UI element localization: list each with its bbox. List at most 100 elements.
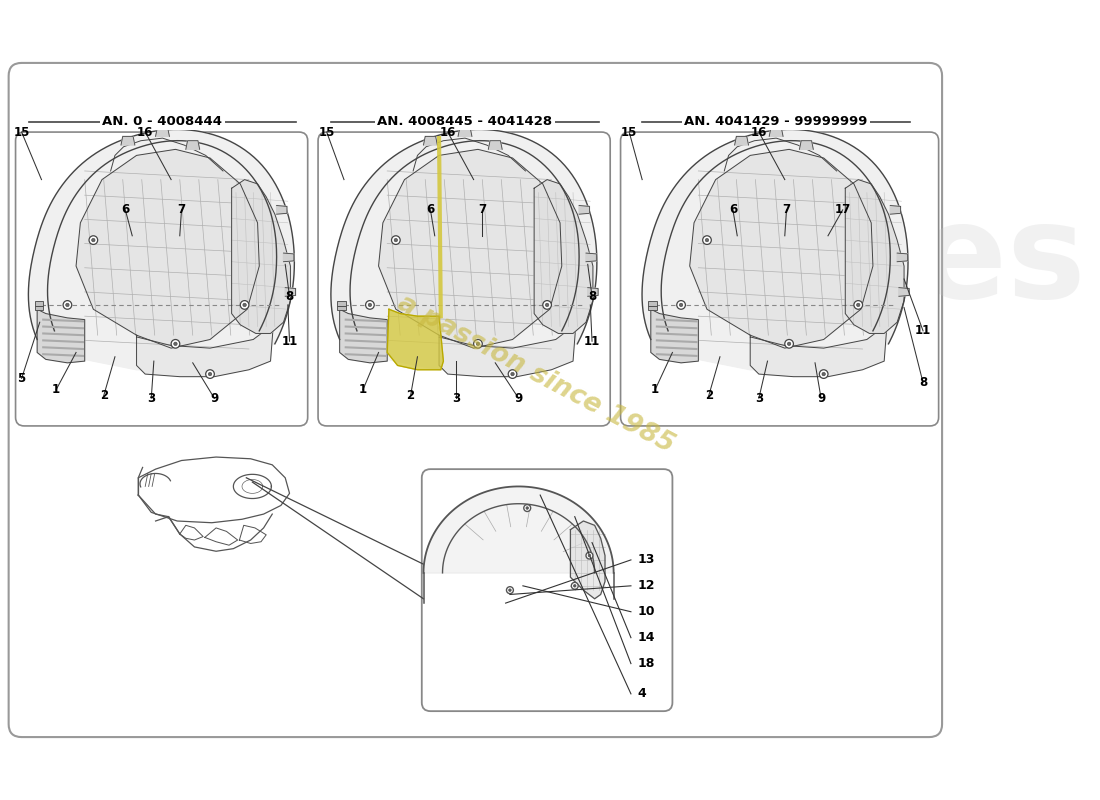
Text: 6: 6: [729, 203, 737, 216]
Circle shape: [91, 238, 95, 242]
Polygon shape: [76, 150, 260, 348]
Text: 9: 9: [210, 392, 219, 405]
Text: es: es: [760, 258, 928, 386]
Polygon shape: [387, 310, 443, 370]
Circle shape: [206, 370, 214, 378]
Polygon shape: [690, 150, 873, 348]
Circle shape: [474, 339, 482, 348]
Polygon shape: [424, 486, 614, 573]
Text: 11: 11: [915, 324, 932, 338]
Text: 1: 1: [359, 383, 367, 396]
Text: 16: 16: [750, 126, 767, 138]
Polygon shape: [155, 128, 169, 136]
Text: AN. 0 - 4008444: AN. 0 - 4008444: [102, 115, 222, 128]
Polygon shape: [800, 141, 813, 150]
Polygon shape: [642, 130, 908, 370]
Polygon shape: [586, 253, 596, 262]
Polygon shape: [136, 305, 275, 377]
Polygon shape: [331, 130, 597, 370]
Text: 16: 16: [440, 126, 455, 138]
Polygon shape: [439, 305, 578, 377]
Circle shape: [365, 301, 374, 310]
Text: 14: 14: [638, 631, 656, 644]
FancyBboxPatch shape: [421, 469, 672, 711]
Circle shape: [788, 342, 791, 346]
Text: 12: 12: [638, 579, 656, 592]
Polygon shape: [37, 310, 85, 363]
Text: 3: 3: [755, 392, 763, 405]
Circle shape: [66, 303, 69, 306]
Text: 13: 13: [638, 554, 656, 566]
Circle shape: [588, 554, 591, 557]
Circle shape: [542, 301, 551, 310]
Polygon shape: [378, 150, 562, 348]
Text: 15: 15: [13, 126, 30, 138]
Circle shape: [394, 238, 397, 242]
Bar: [337, 306, 345, 310]
Text: 15: 15: [621, 126, 637, 138]
Polygon shape: [651, 310, 698, 363]
Text: 15: 15: [319, 126, 334, 138]
Circle shape: [822, 372, 825, 376]
Text: fres: fres: [795, 198, 1086, 326]
Text: 16: 16: [138, 126, 153, 138]
Polygon shape: [899, 288, 910, 296]
Polygon shape: [284, 253, 294, 262]
Circle shape: [174, 342, 177, 346]
Circle shape: [586, 552, 593, 559]
Polygon shape: [587, 288, 598, 296]
Text: 7: 7: [177, 203, 186, 216]
Text: 11: 11: [282, 334, 298, 348]
Circle shape: [705, 238, 708, 242]
Circle shape: [476, 342, 480, 346]
Circle shape: [526, 506, 528, 510]
Text: 9: 9: [515, 392, 522, 405]
Bar: [337, 302, 345, 306]
Circle shape: [508, 589, 512, 591]
Circle shape: [524, 505, 530, 511]
Circle shape: [172, 339, 179, 348]
Text: 3: 3: [452, 392, 461, 405]
Bar: [648, 302, 657, 306]
Circle shape: [63, 301, 72, 310]
Circle shape: [510, 372, 515, 376]
Text: 1: 1: [52, 383, 60, 396]
Polygon shape: [121, 136, 135, 145]
Polygon shape: [845, 180, 904, 334]
Text: 2: 2: [407, 389, 415, 402]
Text: 6: 6: [427, 203, 434, 216]
Polygon shape: [285, 288, 296, 296]
Text: 17: 17: [835, 203, 850, 216]
Polygon shape: [276, 206, 287, 214]
Polygon shape: [890, 206, 901, 214]
Text: a passion since 1985: a passion since 1985: [393, 290, 679, 458]
Polygon shape: [458, 128, 472, 136]
Circle shape: [573, 585, 576, 587]
Text: 6: 6: [121, 203, 130, 216]
Circle shape: [857, 303, 860, 306]
Text: 5: 5: [18, 372, 25, 385]
Polygon shape: [29, 130, 295, 370]
Text: 9: 9: [817, 392, 825, 405]
Circle shape: [546, 303, 549, 306]
Polygon shape: [186, 141, 200, 150]
Text: 4: 4: [638, 687, 647, 700]
Text: 7: 7: [782, 203, 791, 216]
Text: AN. 4008445 - 4041428: AN. 4008445 - 4041428: [377, 115, 552, 128]
Bar: [34, 306, 43, 310]
Circle shape: [508, 370, 517, 378]
Circle shape: [506, 586, 514, 594]
Circle shape: [243, 303, 246, 306]
Polygon shape: [579, 206, 590, 214]
Circle shape: [676, 301, 685, 310]
Text: 1: 1: [651, 383, 659, 396]
Text: 18: 18: [638, 657, 656, 670]
Text: 7: 7: [478, 203, 486, 216]
Text: 2: 2: [705, 389, 713, 402]
Text: 8: 8: [918, 376, 927, 390]
Text: 8: 8: [285, 290, 294, 302]
Circle shape: [208, 372, 212, 376]
Circle shape: [392, 236, 400, 245]
Text: 11: 11: [584, 334, 601, 348]
Polygon shape: [735, 136, 748, 145]
